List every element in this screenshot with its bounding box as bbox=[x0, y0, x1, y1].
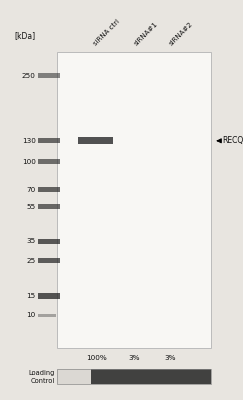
Text: siRNA#1: siRNA#1 bbox=[133, 21, 159, 47]
Bar bbox=[57, 52, 211, 348]
Text: 25: 25 bbox=[26, 258, 36, 264]
Text: 3%: 3% bbox=[129, 355, 140, 361]
Text: 100%: 100% bbox=[86, 355, 107, 361]
Text: 100: 100 bbox=[22, 158, 36, 164]
Text: 70: 70 bbox=[26, 187, 36, 193]
Text: 250: 250 bbox=[22, 73, 36, 79]
Bar bbox=[38, 239, 60, 244]
Bar bbox=[38, 258, 60, 263]
Bar bbox=[38, 187, 60, 192]
Bar bbox=[57, 369, 91, 384]
Bar bbox=[38, 138, 60, 144]
Text: siRNA#2: siRNA#2 bbox=[169, 21, 194, 47]
Bar bbox=[57, 369, 211, 384]
Bar bbox=[38, 73, 60, 78]
Text: RECQL5: RECQL5 bbox=[222, 136, 243, 145]
Text: 130: 130 bbox=[22, 138, 36, 144]
Bar bbox=[38, 293, 60, 300]
Bar bbox=[78, 137, 113, 144]
Bar bbox=[38, 159, 60, 164]
Text: 55: 55 bbox=[26, 204, 36, 210]
Bar bbox=[91, 369, 211, 384]
Text: [kDa]: [kDa] bbox=[15, 31, 36, 40]
Text: siRNA ctrl: siRNA ctrl bbox=[92, 19, 121, 47]
Bar bbox=[38, 314, 56, 317]
Text: 35: 35 bbox=[26, 238, 36, 244]
Text: 3%: 3% bbox=[164, 355, 175, 361]
Bar bbox=[38, 204, 60, 209]
Text: 10: 10 bbox=[26, 312, 36, 318]
Text: 15: 15 bbox=[26, 293, 36, 299]
Text: Loading
Control: Loading Control bbox=[29, 370, 55, 384]
